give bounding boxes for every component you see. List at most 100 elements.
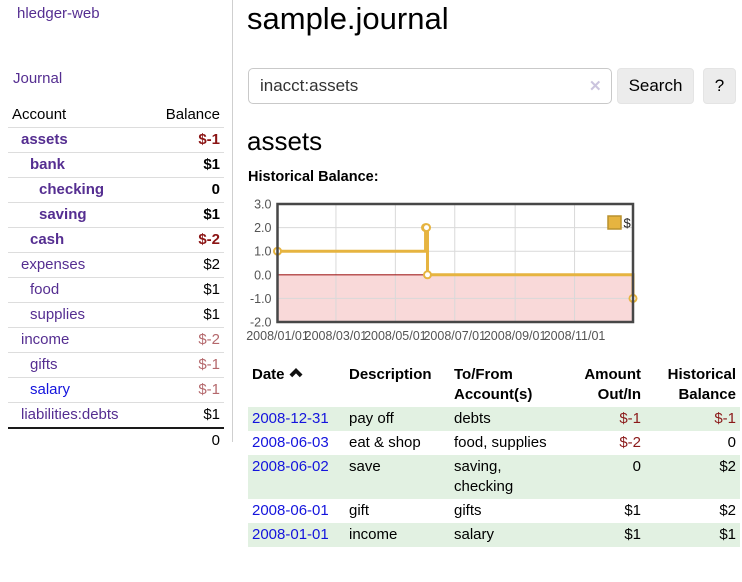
transaction-accounts: saving, checking [454,458,514,495]
account-row: expenses $2 [8,252,224,278]
y-axis-tick-label: 1.0 [254,245,271,259]
sort-ascending-icon [289,365,303,385]
account-link[interactable]: expenses [21,256,86,273]
account-balance: $-1 [198,131,220,148]
account-link[interactable]: saving [39,206,87,223]
transaction-date-link[interactable]: 2008-06-03 [252,434,329,451]
y-axis-tick-label: 2.0 [254,221,271,235]
x-axis-tick-label: 2008/01/01 [246,329,309,343]
accounts-table: Account Balance assets $-1 bank $1 checking 0… [8,103,224,453]
help-button[interactable]: ? [703,68,736,104]
account-row: checking 0 [8,177,224,203]
data-point-marker [422,270,432,280]
transaction-description: pay off [349,410,394,427]
table-row: 2008-06-01 gift gifts $1 $2 [248,499,740,523]
account-balance: $-1 [147,377,224,403]
page-title: sample.journal [247,1,449,36]
account-link[interactable]: liabilities:debts [21,406,119,423]
account-balance: $-1 [147,352,224,378]
account-row: cash $-2 [8,227,224,253]
account-row: saving $1 [8,202,224,228]
column-header-date[interactable]: Date [248,363,345,407]
account-heading: assets [247,126,323,156]
legend-swatch [607,215,622,230]
account-row: assets $-1 [8,128,224,153]
transaction-accounts: food, supplies [454,434,547,451]
search-button[interactable]: Search [617,68,694,104]
account-balance: $-2 [147,227,224,253]
transaction-date-link[interactable]: 2008-12-31 [252,410,329,427]
transaction-balance: 0 [727,434,736,451]
transaction-balance: $-1 [714,410,736,427]
transaction-date-link[interactable]: 2008-06-01 [252,502,329,519]
account-link[interactable]: gifts [30,356,58,373]
account-link[interactable]: assets [21,131,68,148]
y-axis-tick-label: 0.0 [254,268,271,282]
chart-border [276,202,635,324]
transaction-balance: $2 [719,458,736,475]
transaction-amount: $1 [624,526,641,543]
transaction-description: gift [349,502,370,519]
account-link[interactable]: salary [30,381,71,398]
transaction-amount: $-2 [619,434,641,451]
account-link[interactable]: bank [30,156,66,173]
account-link[interactable]: income [21,331,70,348]
transaction-description: eat & shop [349,434,421,451]
account-row: liabilities:debts $1 [8,402,224,428]
accounts-total-row: 0 [8,427,224,453]
account-balance: $1 [147,277,224,303]
account-balance: $1 [147,152,224,178]
transaction-accounts: gifts [454,502,482,519]
transaction-amount: $-1 [619,410,641,427]
column-header-accounts: To/From Account(s) [454,366,533,403]
account-balance: $-2 [147,327,224,353]
transaction-description: income [349,526,398,543]
table-row: 2008-01-01 income salary $1 $1 [248,523,740,547]
account-link[interactable]: checking [39,181,105,198]
table-row: 2008-06-02 save saving, checking 0 $2 [248,455,740,499]
transaction-description: save [349,458,381,475]
account-balance: $1 [147,302,224,328]
account-link[interactable]: food [30,281,60,298]
transaction-date-link[interactable]: 2008-06-02 [252,458,329,475]
account-row: bank $1 [8,152,224,178]
column-header-balance: Historical Balance [667,366,736,403]
account-link[interactable]: supplies [30,306,86,323]
account-link[interactable]: cash [30,231,65,248]
clear-search-icon[interactable]: ✕ [589,78,602,95]
x-axis-tick-label: 2008/11/01 [544,329,606,343]
date-header-label: Date [252,366,285,383]
transaction-amount: $1 [624,502,641,519]
account-balance: $1 [147,202,224,228]
table-row: 2008-12-31 pay off debts $-1 $-1 [248,407,740,431]
y-axis-tick-label: -1.0 [250,292,272,306]
account-balance: 0 [147,177,224,203]
accounts-header-balance: Balance [147,103,224,128]
x-axis-tick-label: 2008/07/01 [423,329,486,343]
column-header-amount: Amount Out/In [584,366,641,403]
account-row: gifts $-1 [8,352,224,378]
transaction-accounts: debts [454,410,491,427]
sidebar-item-journal[interactable]: Journal [13,70,63,87]
transaction-date-link[interactable]: 2008-01-01 [252,526,329,543]
y-axis-tick-label: -2.0 [250,316,272,330]
transaction-balance: $1 [719,526,736,543]
search-input[interactable] [248,68,612,104]
column-header-description: Description [349,366,432,383]
x-axis-tick-label: 2008/09/01 [484,329,547,343]
account-row: supplies $1 [8,302,224,328]
transaction-balance: $2 [719,502,736,519]
account-row: salary $-1 [8,377,224,403]
register-table: Date Description To/From Account(s) Amou… [248,363,740,547]
accounts-total-balance: 0 [147,427,224,453]
account-balance: $2 [147,252,224,278]
historical-balance-chart: 3.0 2.0 1.0 0.0 -1.0 -2.02008/01/012008/03/01… [246,198,638,343]
account-row: income $-2 [8,327,224,353]
x-axis-tick-label: 2008/03/01 [305,329,368,343]
transaction-amount: 0 [632,458,641,475]
data-point-marker [422,223,432,233]
accounts-header-account: Account [8,103,148,128]
account-balance: $1 [147,402,224,428]
chart-label: Historical Balance: [248,169,379,185]
app-title-link[interactable]: hledger-web [17,5,100,22]
